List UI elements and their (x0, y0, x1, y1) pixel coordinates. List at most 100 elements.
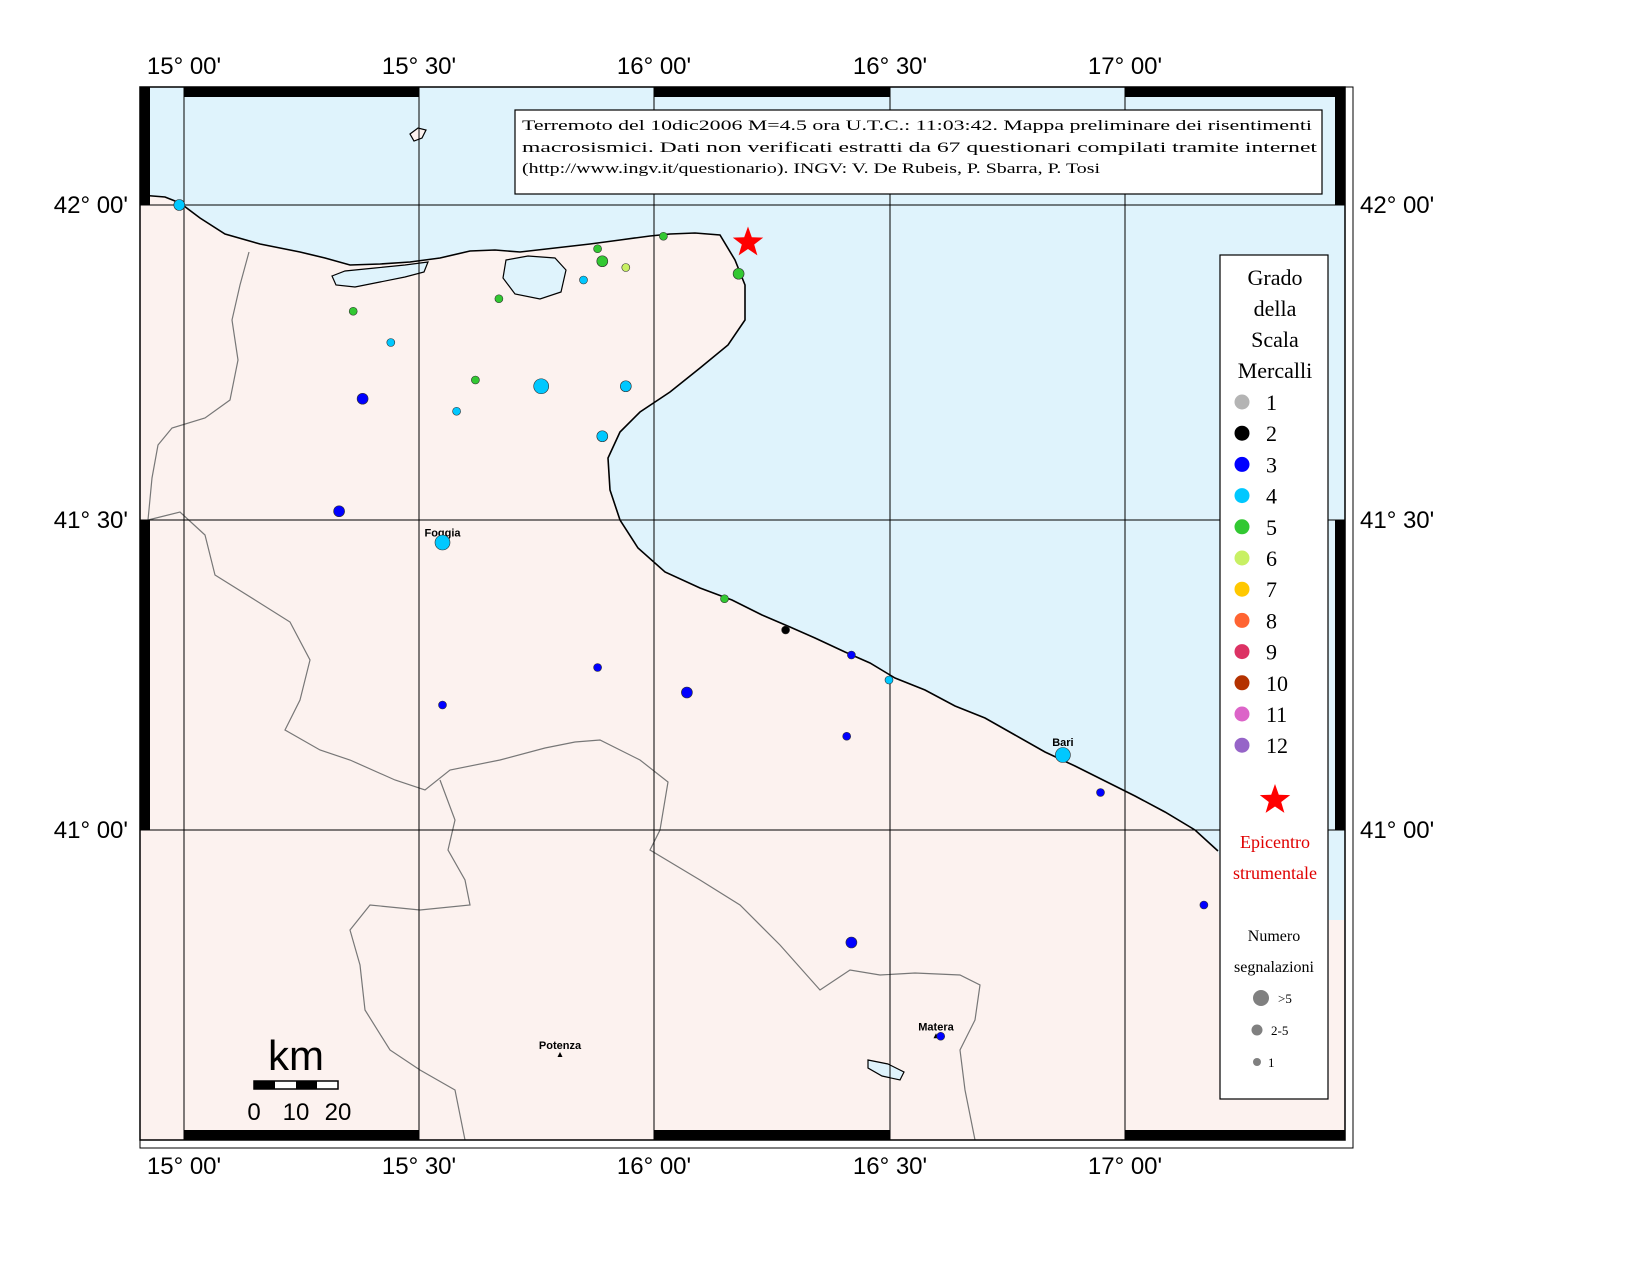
felt-report-point (1199, 900, 1209, 910)
graticule (140, 87, 1345, 1140)
felt-report-point (621, 263, 631, 272)
legend-level-swatch (1234, 394, 1250, 410)
lon-label: 16° 30' (853, 53, 927, 80)
felt-report-point (781, 625, 790, 635)
legend-level-label: 7 (1266, 577, 1277, 602)
felt-report-point (659, 231, 668, 241)
legend-level-label: 9 (1266, 640, 1277, 665)
lagoon-lesina (331, 261, 429, 288)
lat-label: 41° 30' (54, 507, 128, 534)
place-label: Foggia (424, 528, 461, 540)
legend-level-label: 2 (1266, 421, 1277, 446)
legend-numero-line: segnalazioni (1234, 959, 1315, 976)
felt-report-point (1096, 788, 1105, 797)
felt-report-point (936, 1031, 946, 1041)
scale-tick: 20 (325, 1099, 352, 1126)
felt-report-point (596, 255, 609, 268)
felt-report-point (494, 294, 504, 304)
legend-title-line: Mercalli (1238, 358, 1313, 383)
lon-label: 16° 00' (617, 53, 691, 80)
place-label: Potenza (539, 1040, 582, 1052)
legend-level-label: 6 (1266, 546, 1277, 571)
legend-epicenter-star-icon (1259, 784, 1291, 813)
legend-level-swatch (1234, 675, 1250, 691)
legend-epicentro-line: strumentale (1233, 863, 1317, 883)
legend-title-line: Scala (1251, 327, 1299, 352)
felt-report-point (333, 505, 345, 518)
legend-level-swatch (1234, 737, 1250, 753)
felt-report-point (842, 731, 852, 741)
felt-report-point (732, 267, 745, 280)
lat-label: 41° 00' (1360, 817, 1434, 844)
info-line: macrosismici. Dati non verificati estrat… (522, 140, 1318, 156)
felt-reports-layer (173, 199, 1209, 1041)
lon-label: 15° 00' (147, 53, 221, 80)
map-land (140, 195, 1345, 1140)
felt-report-point (471, 375, 480, 385)
felt-report-point (593, 663, 602, 672)
felt-report-point (356, 392, 369, 405)
lon-labels-bottom: 15° 00' 15° 30' 16° 00' 16° 30' 17° 00' (147, 1153, 1162, 1180)
lon-label: 15° 30' (382, 53, 456, 80)
coastline (139, 194, 1219, 852)
regional-border (145, 251, 250, 546)
felt-report-point (596, 430, 609, 443)
felt-report-point (847, 650, 856, 660)
lon-labels-top: 15° 00' 15° 30' 16° 00' 16° 30' 17° 00' (147, 53, 1162, 80)
legend-size-marker (1251, 1024, 1263, 1036)
tremiti-islands (409, 127, 427, 142)
legend-level-swatch (1234, 550, 1250, 566)
legend-level-label: 3 (1266, 452, 1277, 477)
legend-epicentro-line: Epicentro (1240, 832, 1310, 852)
legend-title-line: Grado (1248, 265, 1303, 290)
legend-level-swatch (1234, 488, 1250, 504)
felt-report-point (438, 700, 447, 710)
info-box: Terremoto del 10dic2006 M=4.5 ora U.T.C.… (514, 109, 1323, 195)
felt-report-point (452, 406, 461, 416)
lon-label: 15° 30' (382, 1153, 456, 1180)
legend-level-swatch (1234, 425, 1250, 441)
felt-report-point (884, 675, 894, 685)
legend-level-swatch (1234, 581, 1250, 597)
legend-level-label: 12 (1266, 733, 1288, 758)
felt-report-point (619, 380, 632, 393)
legend-size-label: >5 (1278, 991, 1292, 1006)
legend-level-swatch (1234, 706, 1250, 722)
lat-labels-right: 42° 00' 41° 30' 41° 00' (1360, 192, 1434, 844)
lat-label: 41° 30' (1360, 507, 1434, 534)
felt-report-point (1055, 747, 1071, 763)
lake-basilicata (867, 1059, 905, 1081)
legend-numero-line: Numero (1248, 928, 1300, 945)
legend-level-label: 10 (1266, 671, 1288, 696)
map-frame (139, 86, 1354, 1149)
felt-report-point (348, 306, 358, 316)
lagoon-varano (502, 255, 567, 300)
legend: Grado della Scala Mercalli 1234567891011… (1219, 254, 1329, 1100)
scale-unit: km (268, 1032, 324, 1079)
legend-level-label: 11 (1266, 702, 1287, 727)
regional-border (349, 779, 471, 1141)
epicenter-star-icon (732, 226, 764, 256)
felt-report-point (533, 378, 550, 395)
felt-report-point (434, 534, 451, 551)
lat-labels-left: 42° 00' 41° 30' 41° 00' (54, 192, 128, 844)
legend-level-swatch (1234, 612, 1250, 628)
lat-label: 42° 00' (1360, 192, 1434, 219)
legend-size-marker (1253, 1058, 1261, 1066)
legend-size-label: 2-5 (1271, 1023, 1288, 1038)
felt-report-point (173, 199, 186, 211)
regional-border (147, 511, 981, 1141)
lon-label: 17° 00' (1088, 53, 1162, 80)
info-line: Terremoto del 10dic2006 M=4.5 ora U.T.C.… (522, 118, 1312, 134)
scale-tick: 0 (247, 1099, 260, 1126)
place-label: Matera (918, 1021, 954, 1033)
lon-label: 15° 00' (147, 1153, 221, 1180)
info-line: (http://www.ingv.it/questionario). INGV:… (522, 161, 1100, 177)
felt-report-point (579, 275, 588, 285)
scale-tick: 10 (283, 1099, 310, 1126)
legend-level-swatch (1234, 519, 1250, 535)
legend-size-marker (1253, 990, 1269, 1006)
lon-label: 16° 00' (617, 1153, 691, 1180)
